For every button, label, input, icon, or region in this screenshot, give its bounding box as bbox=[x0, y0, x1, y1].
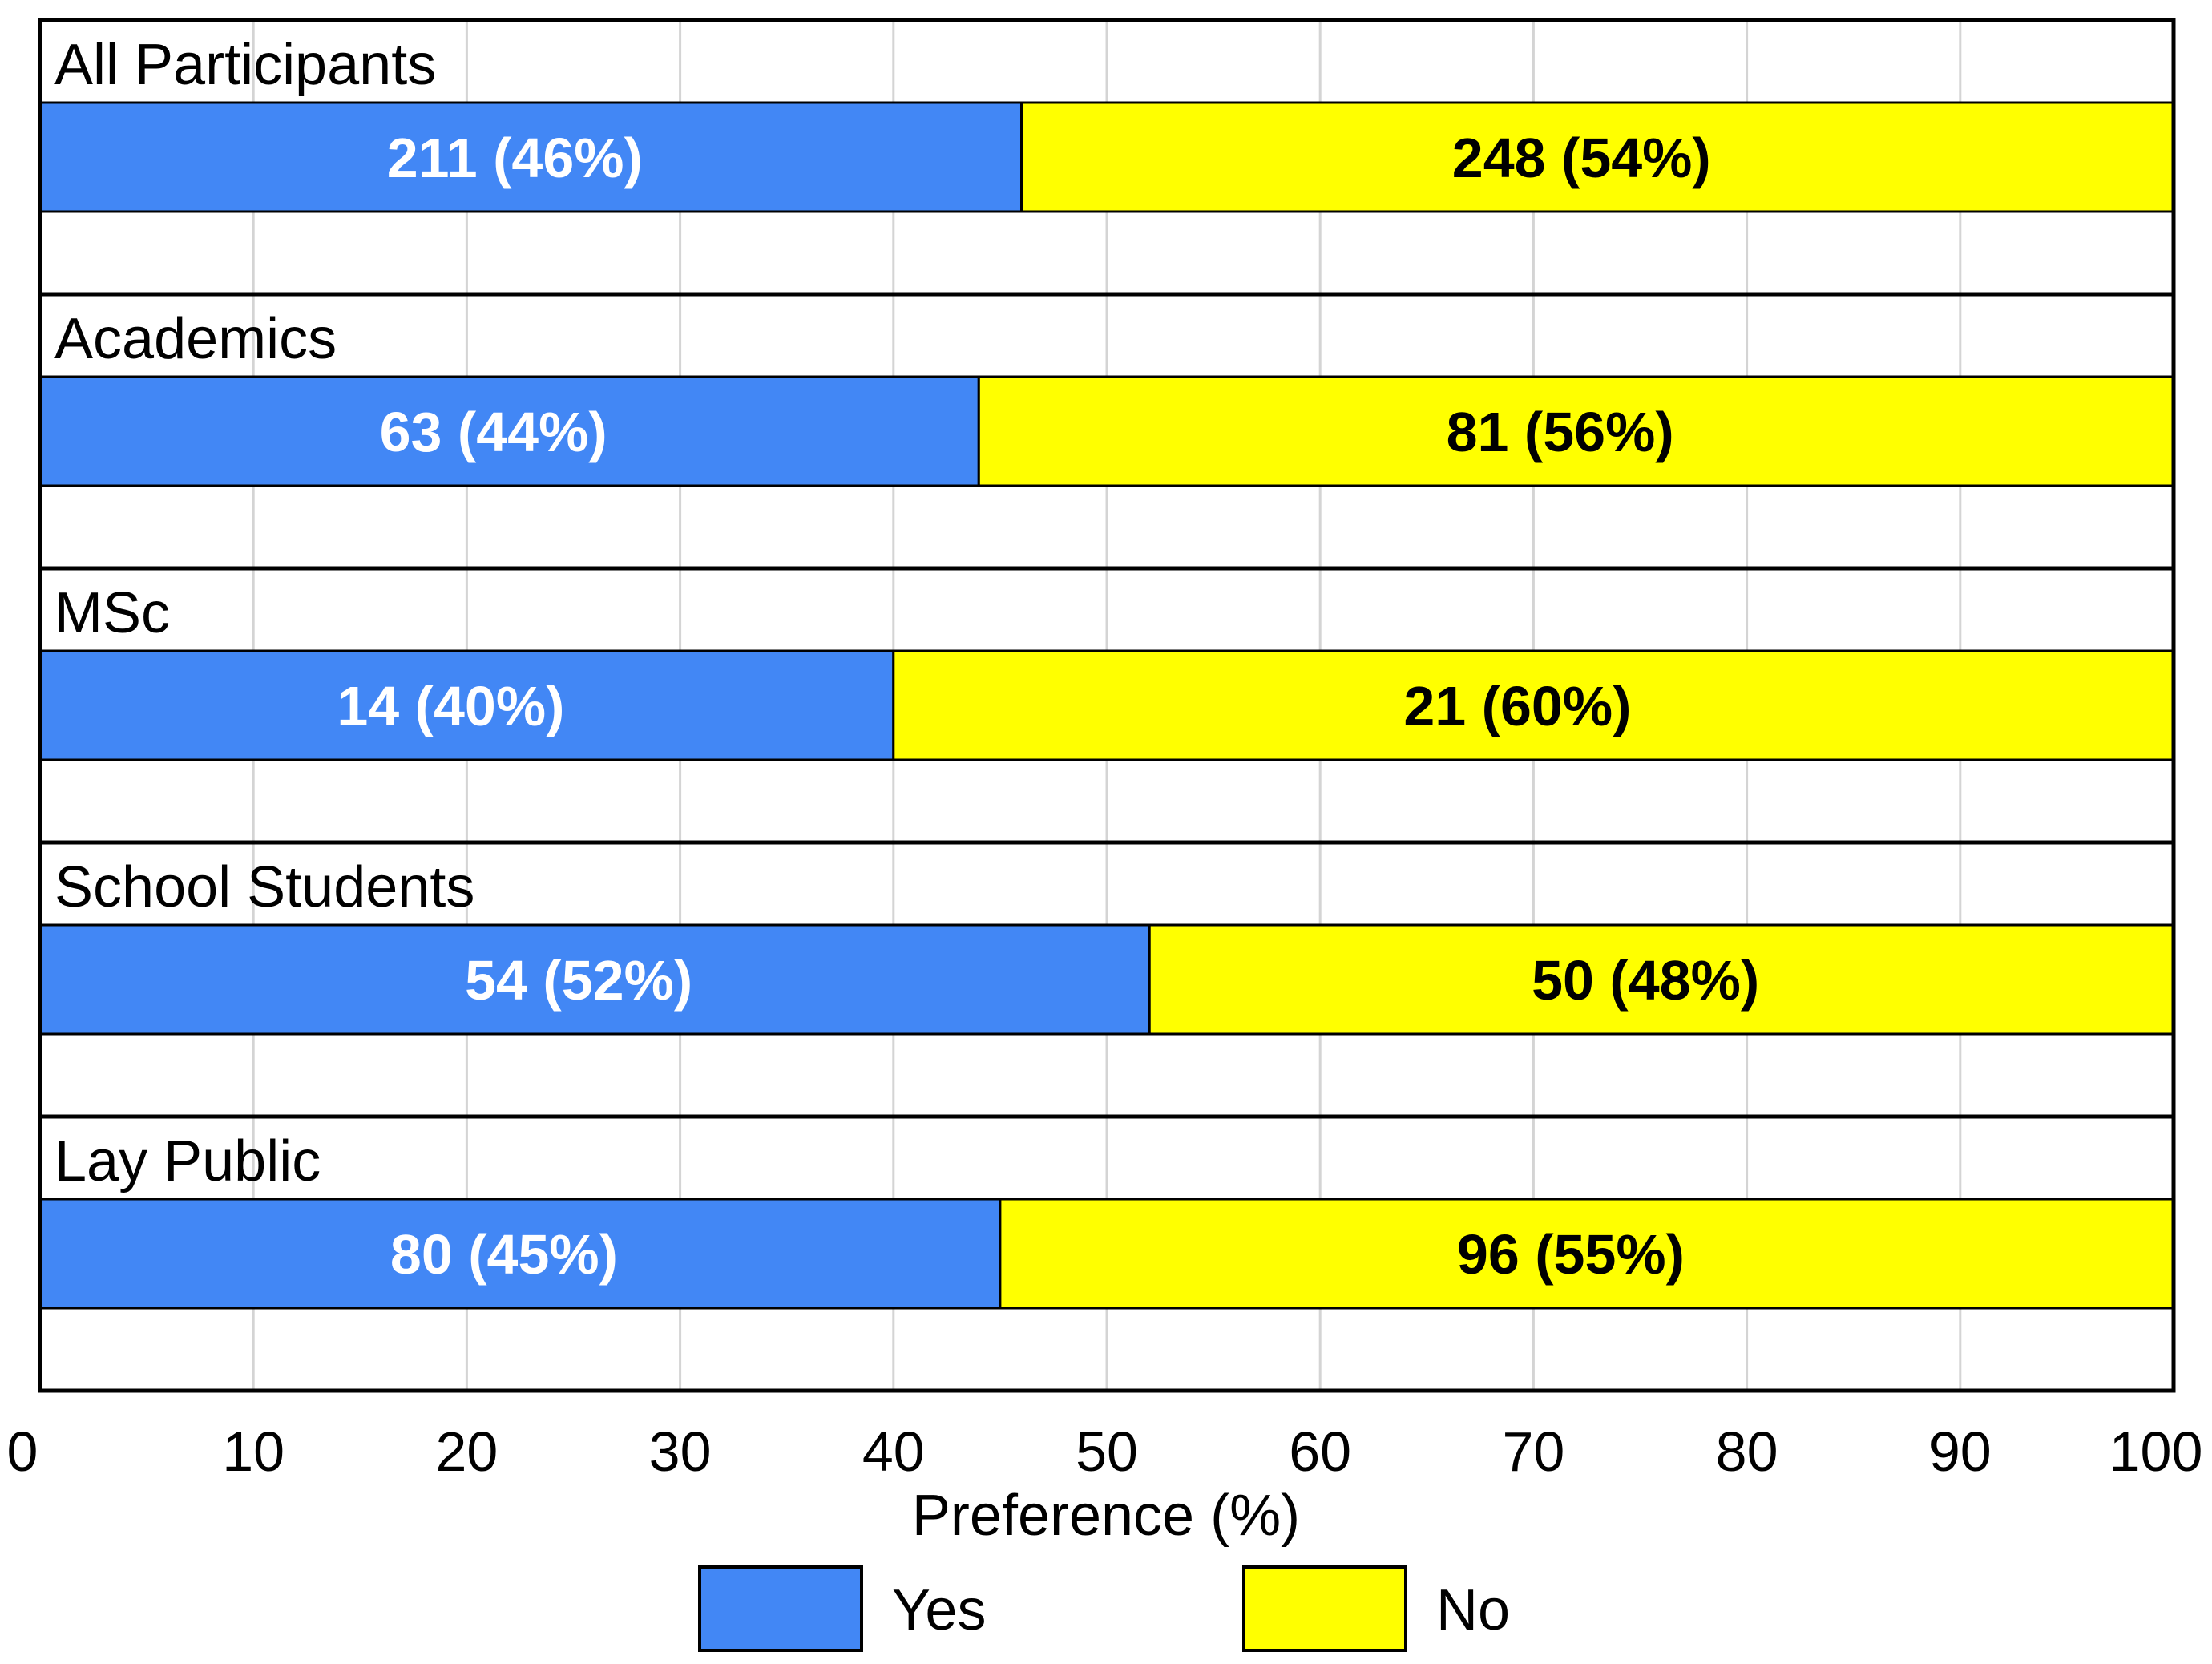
x-tick-label-100: 100 bbox=[2109, 1420, 2203, 1483]
x-tick-label-10: 10 bbox=[222, 1420, 285, 1483]
bar-label-yes-all-participants: 211 (46%) bbox=[387, 127, 643, 189]
x-axis-title: Preference (%) bbox=[912, 1484, 1300, 1548]
bar-label-yes-school-students: 54 (52%) bbox=[465, 949, 692, 1012]
group-label-academics: Academics bbox=[54, 307, 337, 371]
legend-label-no: No bbox=[1436, 1578, 1510, 1642]
plot-frame bbox=[38, 18, 2176, 1393]
x-tick-label-90: 90 bbox=[1929, 1420, 1992, 1483]
legend-label-yes: Yes bbox=[892, 1578, 986, 1642]
bar-label-no-msc: 21 (60%) bbox=[1403, 675, 1631, 737]
x-tick-label-40: 40 bbox=[862, 1420, 925, 1483]
bar-label-no-all-participants: 248 (54%) bbox=[1452, 127, 1711, 189]
bar-yes-msc bbox=[38, 649, 895, 761]
bar-no-academics bbox=[977, 375, 2175, 487]
legend-swatch-no bbox=[1242, 1565, 1407, 1652]
group-label-school-students: School Students bbox=[54, 855, 474, 919]
bar-label-no-school-students: 50 (48%) bbox=[1532, 949, 1759, 1012]
group-label-lay-public: Lay Public bbox=[54, 1129, 321, 1193]
x-tick-label-80: 80 bbox=[1716, 1420, 1778, 1483]
bar-segments: 211 (46%) 248 (54%) 63 (44%) 81 (56%) 14 (40… bbox=[38, 101, 2175, 1310]
legend: Yes No bbox=[698, 1565, 1510, 1652]
bar-yes-all-participants bbox=[38, 101, 1023, 213]
bar-label-no-academics: 81 (56%) bbox=[1447, 401, 1674, 463]
x-tick-label-60: 60 bbox=[1289, 1420, 1351, 1483]
x-tick-label-30: 30 bbox=[649, 1420, 712, 1483]
group-label-msc: MSc bbox=[54, 581, 170, 645]
x-tick-label-50: 50 bbox=[1076, 1420, 1138, 1483]
bar-label-yes-academics: 63 (44%) bbox=[380, 401, 607, 463]
bar-yes-lay-public bbox=[38, 1198, 1002, 1310]
bar-yes-academics bbox=[38, 375, 980, 487]
group-panels: All Participants Academics MSc School Stude… bbox=[40, 33, 2174, 1193]
group-label-all-participants: All Participants bbox=[54, 33, 436, 97]
x-axis-ticks: 0 10 20 30 40 50 60 70 80 90 100 bbox=[7, 1420, 2203, 1483]
x-tick-label-70: 70 bbox=[1502, 1420, 1564, 1483]
bar-label-no-lay-public: 96 (55%) bbox=[1457, 1223, 1685, 1286]
x-tick-label-0: 0 bbox=[7, 1420, 38, 1483]
bar-no-school-students bbox=[1148, 923, 2175, 1036]
bar-no-lay-public bbox=[999, 1198, 2175, 1310]
bar-yes-school-students bbox=[38, 923, 1151, 1036]
legend-swatch-yes bbox=[698, 1565, 863, 1652]
plot-border bbox=[38, 18, 2176, 1393]
bar-label-yes-msc: 14 (40%) bbox=[337, 675, 564, 737]
bar-label-yes-lay-public: 80 (45%) bbox=[390, 1223, 618, 1286]
x-tick-label-20: 20 bbox=[435, 1420, 498, 1483]
